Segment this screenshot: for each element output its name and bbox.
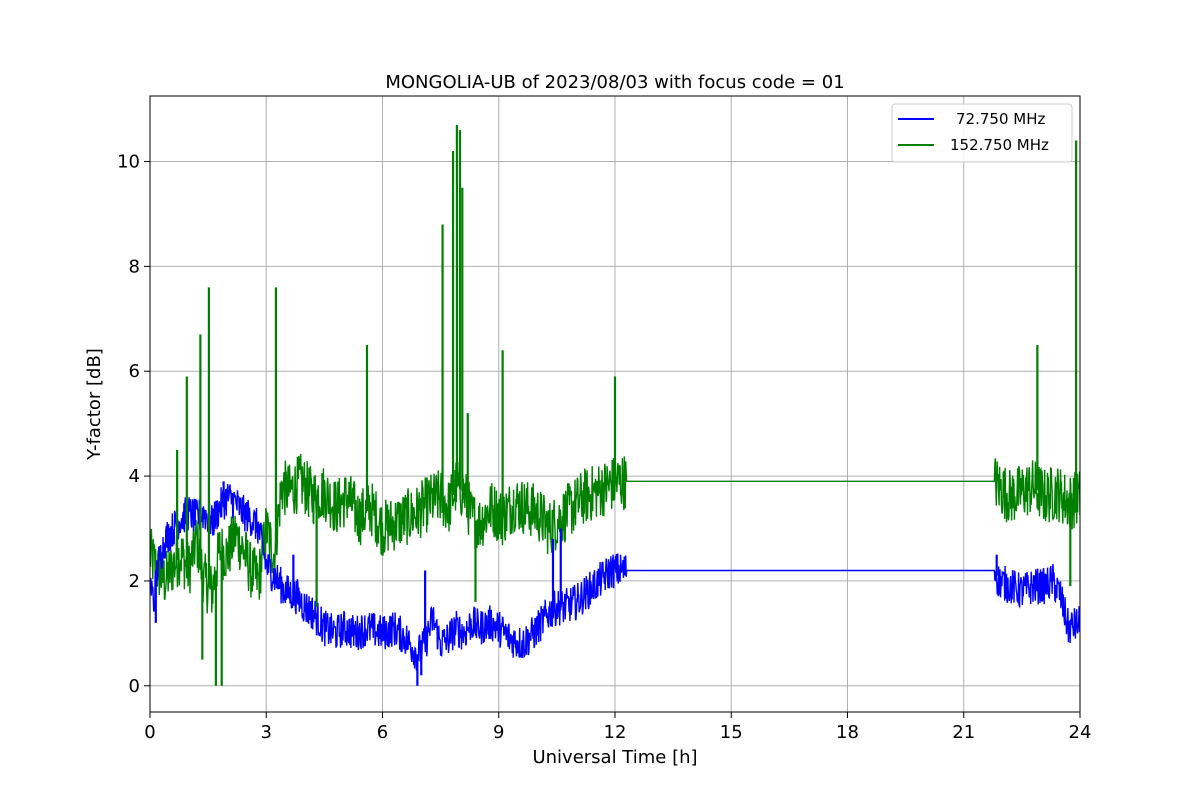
x-tick-label: 3 xyxy=(261,722,272,743)
x-tick-label: 15 xyxy=(720,722,743,743)
legend-label-152750: 152.750 MHz xyxy=(950,136,1049,154)
x-tick-label: 21 xyxy=(952,722,975,743)
y-tick-label: 0 xyxy=(129,676,140,697)
y-axis: 0 2 4 6 8 10 xyxy=(117,152,150,697)
x-axis: 0 3 6 9 12 15 18 21 24 xyxy=(144,712,1091,743)
x-tick-label: 18 xyxy=(836,722,859,743)
x-tick-label: 9 xyxy=(493,722,504,743)
y-tick-label: 8 xyxy=(129,256,140,277)
y-tick-label: 4 xyxy=(129,466,140,487)
legend: 72.750 MHz 152.750 MHz xyxy=(891,103,1073,163)
x-tick-label: 12 xyxy=(604,722,627,743)
x-tick-label: 6 xyxy=(377,722,388,743)
x-tick-label: 0 xyxy=(144,722,155,743)
y-tick-label: 6 xyxy=(129,361,140,382)
series-line-1 xyxy=(150,453,1080,614)
y-tick-label: 2 xyxy=(129,571,140,592)
x-axis-label: Universal Time [h] xyxy=(532,747,697,768)
x-tick-label: 24 xyxy=(1069,722,1092,743)
y-axis-label: Y-factor [dB] xyxy=(84,348,105,461)
series-layer xyxy=(150,124,1080,686)
chart-title: MONGOLIA-UB of 2023/08/03 with focus cod… xyxy=(385,72,844,93)
legend-label-72750: 72.750 MHz xyxy=(956,110,1045,128)
series-line-0 xyxy=(150,484,1080,671)
legend-box xyxy=(891,103,1073,163)
y-tick-label: 10 xyxy=(117,152,140,173)
